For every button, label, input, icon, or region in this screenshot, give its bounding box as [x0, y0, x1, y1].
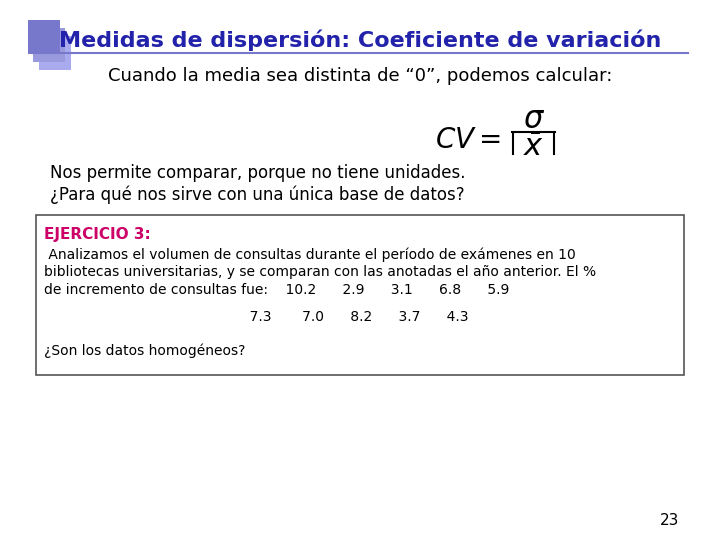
Text: de incremento de consultas fue:    10.2      2.9      3.1      6.8      5.9: de incremento de consultas fue: 10.2 2.9…: [44, 283, 509, 297]
Text: ¿Para qué nos sirve con una única base de datos?: ¿Para qué nos sirve con una única base d…: [50, 186, 465, 204]
Text: bibliotecas universitarias, y se comparan con las anotadas el año anterior. El %: bibliotecas universitarias, y se compara…: [44, 265, 596, 279]
FancyBboxPatch shape: [39, 36, 71, 70]
Text: EJERCICIO 3:: EJERCICIO 3:: [44, 227, 150, 242]
Text: Analizamos el volumen de consultas durante el período de exámenes en 10: Analizamos el volumen de consultas duran…: [44, 247, 575, 261]
Text: ¿Son los datos homogéneos?: ¿Son los datos homogéneos?: [44, 343, 245, 357]
FancyBboxPatch shape: [28, 20, 60, 54]
FancyBboxPatch shape: [33, 28, 66, 62]
FancyBboxPatch shape: [36, 215, 684, 375]
Text: Medidas de dispersión: Coeficiente de variación: Medidas de dispersión: Coeficiente de va…: [59, 29, 661, 51]
Text: 7.3       7.0      8.2      3.7      4.3: 7.3 7.0 8.2 3.7 4.3: [44, 310, 468, 324]
Text: Nos permite comparar, porque no tiene unidades.: Nos permite comparar, porque no tiene un…: [50, 164, 466, 182]
Text: Cuando la media sea distinta de “0”, podemos calcular:: Cuando la media sea distinta de “0”, pod…: [108, 67, 612, 85]
Text: $\bar{x}$: $\bar{x}$: [523, 132, 544, 161]
Text: 23: 23: [660, 513, 679, 528]
Text: $\mathit{CV}=$: $\mathit{CV}=$: [435, 126, 500, 154]
Text: $\sigma$: $\sigma$: [523, 105, 544, 134]
